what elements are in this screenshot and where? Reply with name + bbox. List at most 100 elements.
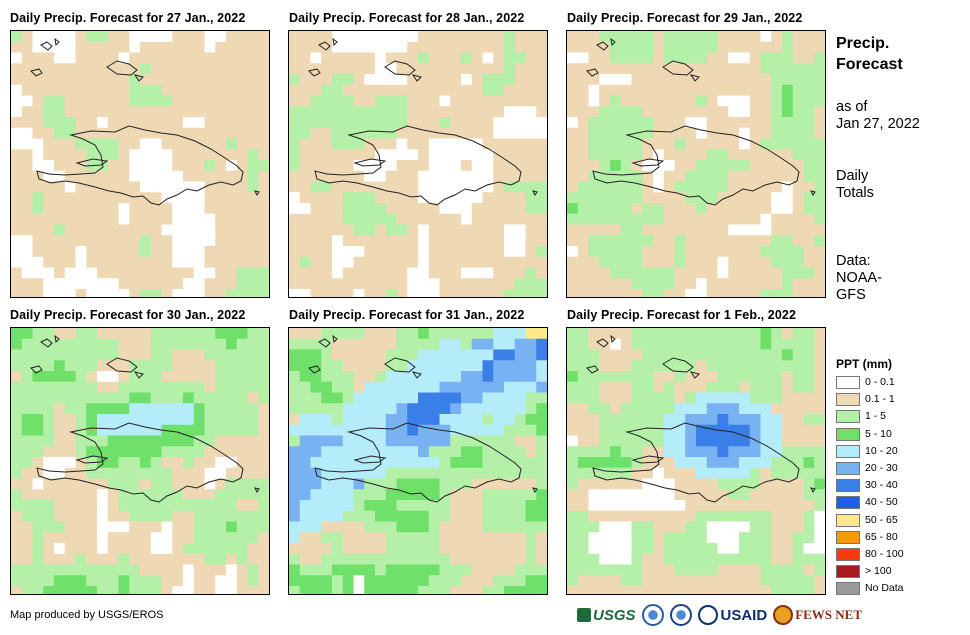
precip-cell — [418, 564, 430, 576]
precip-cell — [663, 414, 675, 426]
precip-cell — [226, 192, 238, 204]
precip-cell — [183, 467, 195, 479]
precip-cell — [150, 586, 162, 594]
precip-cell — [760, 532, 772, 544]
precip-cell — [375, 446, 387, 458]
precip-cell — [674, 278, 686, 290]
precip-cell — [567, 289, 579, 297]
precip-cell — [439, 328, 451, 340]
heading-line-1: Precip. — [836, 35, 890, 52]
precip-cell — [493, 338, 505, 350]
precip-cell — [299, 543, 311, 555]
precip-cell — [663, 586, 675, 594]
precip-cell — [75, 278, 87, 290]
precip-cell — [663, 381, 675, 393]
precip-cell — [536, 117, 547, 129]
precip-cell — [364, 256, 376, 268]
precip-cell — [54, 203, 66, 215]
precip-cell — [620, 203, 632, 215]
precip-cell — [536, 586, 547, 594]
precip-cell — [172, 500, 184, 512]
precip-cell — [471, 289, 483, 297]
precip-cell — [321, 467, 333, 479]
precip-cell — [728, 213, 740, 225]
precip-cell — [577, 235, 589, 247]
precip-cell — [183, 160, 195, 172]
usgs-wave-icon — [577, 608, 591, 622]
precip-cell — [577, 213, 589, 225]
precip-cell — [782, 192, 794, 204]
precip-cell — [739, 181, 751, 193]
precip-cell — [321, 95, 333, 107]
precip-cell — [332, 149, 344, 161]
precip-cell — [258, 564, 269, 576]
precip-cell — [226, 52, 238, 64]
precip-cell — [803, 338, 815, 350]
precip-cell — [247, 41, 259, 53]
precip-cell — [342, 510, 354, 522]
precip-cell — [54, 213, 66, 225]
precip-cell — [814, 381, 825, 393]
precip-cell — [450, 213, 462, 225]
precip-cell — [567, 328, 579, 340]
precip-cell — [353, 446, 365, 458]
precip-cell — [663, 74, 675, 86]
precip-cell — [43, 181, 55, 193]
precip-cell — [364, 278, 376, 290]
legend-title: PPT (mm) — [836, 357, 893, 371]
precip-cell — [375, 278, 387, 290]
precip-cell — [258, 403, 269, 415]
precip-cell — [493, 267, 505, 279]
precip-cell — [450, 138, 462, 150]
precip-cell — [11, 256, 23, 268]
precip-cell — [215, 278, 227, 290]
precip-cell — [439, 52, 451, 64]
precip-cell — [782, 246, 794, 258]
precip-cell — [32, 224, 44, 236]
precip-cell — [663, 127, 675, 139]
precip-cell — [717, 360, 729, 372]
precip-cell — [782, 478, 794, 490]
precip-cell — [439, 117, 451, 129]
legend-swatch — [836, 427, 860, 441]
precip-cell — [247, 235, 259, 247]
precip-cell — [739, 500, 751, 512]
precip-cell — [439, 575, 451, 587]
precip-cell — [782, 371, 794, 383]
precip-cell — [353, 289, 365, 297]
precip-cell — [342, 31, 354, 43]
precip-cell — [782, 543, 794, 555]
precip-cell — [21, 74, 33, 86]
precip-cell — [814, 338, 825, 350]
precip-cell — [161, 41, 173, 53]
precip-cell — [32, 478, 44, 490]
precip-cell — [226, 489, 238, 501]
precip-cell — [482, 267, 494, 279]
precip-cell — [471, 500, 483, 512]
precip-cell — [814, 95, 825, 107]
precip-cell — [342, 246, 354, 258]
precip-cell — [107, 52, 119, 64]
precip-cell — [86, 63, 98, 75]
precip-cell — [86, 371, 98, 383]
precip-cell — [86, 478, 98, 490]
precip-cell — [706, 489, 718, 501]
coastline-outline — [254, 487, 260, 493]
precip-cell — [536, 289, 547, 297]
precip-cell — [32, 521, 44, 533]
precip-cell — [504, 267, 516, 279]
precip-cell — [493, 553, 505, 565]
precip-cell — [97, 256, 109, 268]
precip-cell — [342, 203, 354, 215]
precip-cell — [385, 181, 397, 193]
precip-cell — [674, 41, 686, 53]
precip-cell — [86, 224, 98, 236]
precip-cell — [525, 170, 537, 182]
precip-cell — [567, 192, 579, 204]
precip-cell — [161, 74, 173, 86]
precip-cell — [428, 160, 440, 172]
precip-cell — [11, 31, 23, 43]
precip-cell — [86, 424, 98, 436]
precip-cell — [620, 457, 632, 469]
coastline-outline — [40, 338, 53, 348]
